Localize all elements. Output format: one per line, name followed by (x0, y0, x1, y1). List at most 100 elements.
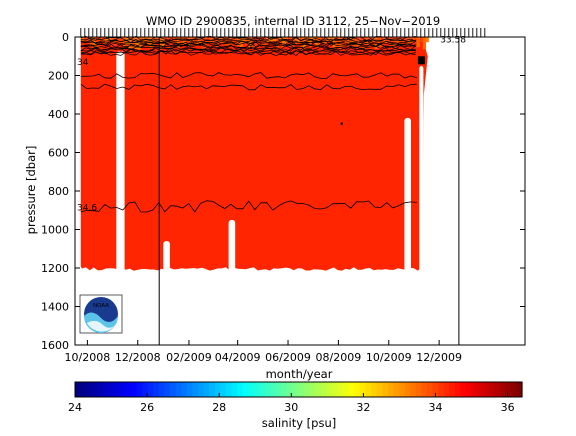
x-tick-label: 12/2008 (115, 351, 161, 364)
colorbar-tick-label: 24 (68, 401, 82, 414)
colorbar-cell (449, 382, 456, 397)
colorbar-cell (248, 382, 255, 397)
colorbar-cell (320, 382, 328, 397)
colorbar-cell (443, 382, 450, 397)
surface-layer-cell (416, 37, 420, 48)
colorbar-tick-label: 26 (140, 401, 154, 414)
colorbar-cell (471, 382, 478, 397)
surface-layer-cell (305, 37, 309, 43)
contour-line (80, 72, 417, 79)
colorbar-cell (304, 382, 311, 397)
surface-layer-cell (242, 37, 246, 44)
y-tick-label: 1000 (41, 224, 69, 237)
colorbar-cell (220, 382, 227, 397)
colorbar-cell (332, 382, 339, 397)
colorbar-cell (125, 382, 132, 397)
colorbar-cell (494, 382, 501, 397)
plot-area: 34 34.6 33.58 NOAA 0 200 400 600 800 1000 1200 1400… (41, 28, 526, 364)
colorbar-cell (387, 382, 395, 397)
colorbar-cell (438, 382, 445, 397)
colorbar-tick-label: 34 (428, 401, 442, 414)
data-gap (163, 241, 170, 272)
colorbar-cell (108, 382, 115, 397)
colorbar-cell (399, 382, 406, 397)
surface-layer-cell (203, 37, 207, 49)
surface-layer-cell (425, 37, 429, 43)
colorbar-cell (466, 382, 473, 397)
x-tick-label: 10/2009 (366, 351, 412, 364)
colorbar-cell (292, 382, 300, 397)
colorbar-cell (181, 382, 188, 397)
colorbar-cell (237, 382, 244, 397)
data-gap (419, 65, 424, 273)
surface-layer-cell (116, 37, 120, 44)
colorbar-cell (359, 382, 367, 397)
surface-layer-cell (383, 37, 387, 44)
surface-layer-cell (233, 37, 237, 42)
surface-layer-cell (191, 37, 195, 44)
colorbar-cell (209, 382, 216, 397)
colorbar-cell (253, 382, 260, 397)
surface-layer-cell (104, 37, 108, 44)
colorbar-cell (142, 382, 149, 397)
y-tick-label: 600 (48, 147, 69, 160)
colorbar-cell (276, 382, 283, 397)
contour-line (80, 47, 416, 53)
x-axis-label: month/year (266, 367, 333, 381)
surface-layer-cell (197, 37, 201, 44)
surface-layer-cell (371, 37, 375, 42)
colorbar-cell (153, 382, 160, 397)
colorbar-label: salinity [psu] (262, 416, 336, 430)
surface-layer-cell (326, 37, 330, 42)
contour-line (80, 36, 416, 43)
x-tick-label: 10/2008 (65, 351, 111, 364)
colorbar-cell (309, 382, 316, 397)
contour-line (80, 45, 417, 51)
colorbar-cell (75, 382, 82, 397)
y-tick-label: 200 (48, 70, 69, 83)
surface-layer-cell (173, 37, 177, 45)
y-axis-label: pressure [dbar] (24, 146, 38, 235)
colorbar-cell (86, 382, 93, 397)
surface-layer-cell (212, 37, 216, 46)
x-tick-label: 04/2009 (215, 351, 261, 364)
colorbar-cell (102, 382, 110, 397)
colorbar: 24 26 28 30 32 34 36 (68, 381, 523, 414)
colorbar-cell (281, 382, 288, 397)
surface-layer-cell (119, 37, 123, 44)
colorbar-tick-label: 36 (501, 401, 515, 414)
colorbar-cell (214, 382, 221, 397)
surface-layer-cell (164, 37, 168, 42)
surface-layer-cell (395, 37, 399, 45)
contour-line (80, 49, 416, 56)
colorbar-tick-label: 30 (284, 401, 298, 414)
contour-label: 34 (77, 58, 89, 68)
surface-layer-cell (302, 37, 306, 50)
surface-layer-cell (296, 37, 300, 44)
logo-text: NOAA (93, 303, 109, 309)
salinity-field (80, 38, 428, 271)
noaa-logo: NOAA (79, 294, 123, 334)
surface-layer-cell (338, 37, 342, 49)
y-tick-label: 1200 (41, 262, 69, 275)
data-gap (228, 219, 236, 272)
colorbar-tick-label: 28 (212, 401, 226, 414)
surface-layer-cell (266, 37, 270, 43)
y-tick-label: 400 (48, 108, 69, 121)
surface-layer-cell (128, 37, 132, 50)
colorbar-cell (164, 382, 171, 397)
colorbar-cell (510, 382, 518, 397)
surface-layer-cell (80, 37, 84, 42)
surface-layer-cell (299, 37, 303, 50)
contour-line (80, 50, 416, 57)
surface-layer-cell (320, 37, 324, 42)
colorbar-cell (427, 382, 434, 397)
colorbar-frame (74, 381, 523, 398)
colorbar-cell (337, 382, 344, 397)
surface-layer-cell (194, 37, 198, 45)
colorbar-cell (326, 382, 333, 397)
colorbar-cell (225, 382, 233, 397)
colorbar-cell (130, 382, 138, 397)
contour-line (80, 38, 416, 44)
